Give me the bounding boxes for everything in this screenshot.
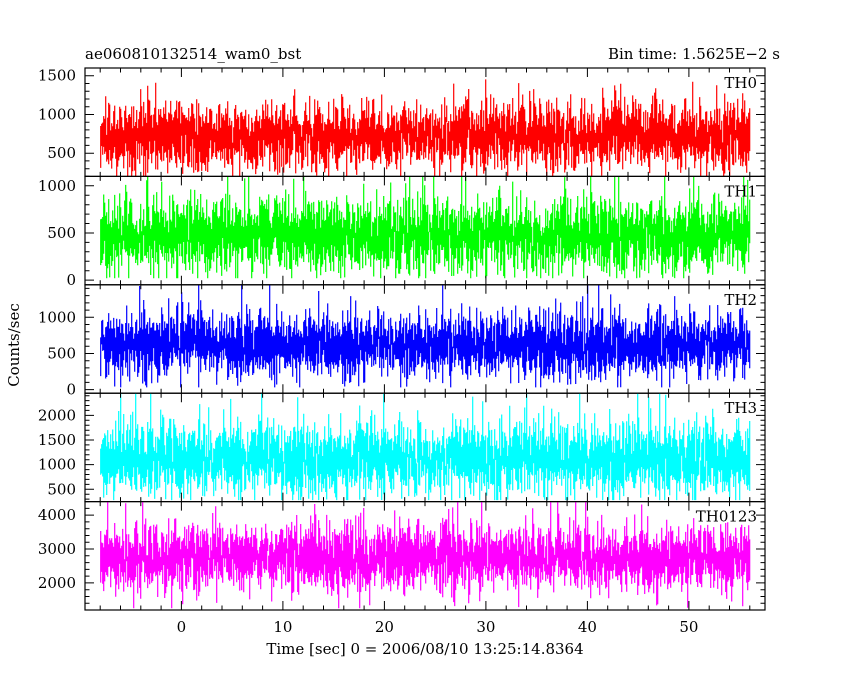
chart-title-right: Bin time: 1.5625E−2 s bbox=[608, 45, 780, 63]
y-tick-label: 500 bbox=[47, 224, 76, 242]
x-ticks bbox=[99, 68, 751, 177]
y-tick-label: 2000 bbox=[38, 406, 76, 424]
x-tick-label: 50 bbox=[679, 618, 698, 636]
x-tick-label: 30 bbox=[476, 618, 495, 636]
panel-label: TH2 bbox=[724, 291, 757, 309]
panel-th0123: 2000 3000 4000 TH0123 bbox=[38, 501, 766, 611]
series-th0123 bbox=[100, 501, 751, 609]
x-ticks bbox=[99, 501, 751, 610]
y-tick-label: 500 bbox=[47, 144, 76, 162]
panel-th0: 500 1000 1500 TH0 bbox=[38, 67, 766, 178]
y-tick-label: 500 bbox=[47, 345, 76, 363]
x-ticks bbox=[99, 284, 751, 394]
x-axis-label: Time [sec] 0 = 2006/08/10 13:25:14.8364 bbox=[266, 640, 583, 658]
y-tick-label: 1500 bbox=[38, 67, 76, 85]
y-ticks bbox=[85, 287, 765, 391]
y-tick-label: 3000 bbox=[38, 540, 76, 558]
x-tick-label: 20 bbox=[375, 618, 394, 636]
series-th3 bbox=[100, 393, 751, 501]
panel-th2: 0 500 1000 TH2 bbox=[38, 284, 766, 399]
y-ticks bbox=[85, 395, 765, 500]
y-tick-label: 2000 bbox=[38, 574, 76, 592]
x-tick-label: 40 bbox=[578, 618, 597, 636]
x-ticks bbox=[99, 393, 751, 502]
y-tick-label: 0 bbox=[66, 271, 76, 289]
series-th1 bbox=[100, 176, 751, 279]
y-tick-label: 4000 bbox=[38, 506, 76, 524]
y-axis-label: Counts/sec bbox=[5, 303, 23, 387]
y-tick-label: 1000 bbox=[38, 308, 76, 326]
panel-th3: 500 1000 1500 2000 TH3 bbox=[38, 392, 766, 503]
series-th2 bbox=[100, 284, 751, 388]
series-th0 bbox=[100, 79, 751, 177]
chart-title-left: ae060810132514_wam0_bst bbox=[85, 45, 301, 63]
y-ticks bbox=[85, 501, 765, 611]
y-tick-label: 1000 bbox=[38, 106, 76, 124]
panel-label: TH0123 bbox=[696, 508, 757, 526]
panel-th1: 0 500 1000 TH1 bbox=[38, 175, 766, 289]
y-tick-label: 1000 bbox=[38, 456, 76, 474]
panel-label: TH3 bbox=[724, 399, 757, 417]
x-ticks bbox=[99, 176, 751, 285]
panel-label: TH1 bbox=[724, 182, 757, 200]
x-tick-label: 10 bbox=[273, 618, 292, 636]
y-tick-label: 500 bbox=[47, 480, 76, 498]
y-tick-label: 0 bbox=[66, 381, 76, 399]
y-ticks bbox=[85, 175, 765, 281]
y-tick-label: 1000 bbox=[38, 177, 76, 195]
y-tick-label: 1500 bbox=[38, 431, 76, 449]
x-tick-label: 0 bbox=[177, 618, 187, 636]
panel-label: TH0 bbox=[724, 74, 757, 92]
